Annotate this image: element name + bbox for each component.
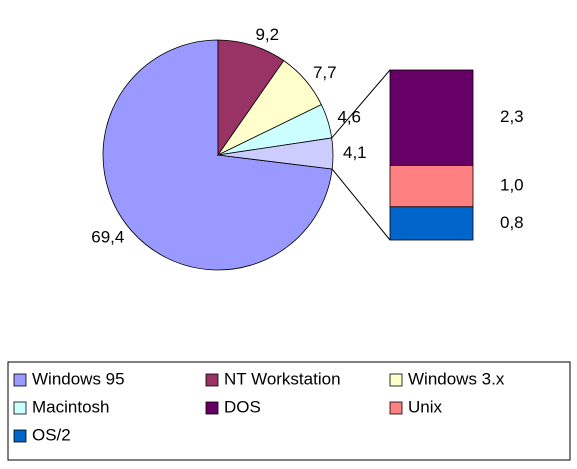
connector bbox=[331, 69, 391, 139]
value-label: 7,7 bbox=[313, 63, 337, 82]
legend-label: Windows 3.x bbox=[408, 369, 505, 388]
legend-swatch bbox=[205, 373, 219, 387]
value-label: 69,4 bbox=[91, 227, 124, 246]
value-label: 4,1 bbox=[343, 143, 367, 162]
legend-swatch bbox=[13, 429, 27, 443]
value-label: 2,3 bbox=[500, 107, 524, 126]
pie-slice bbox=[217, 137, 334, 170]
connector bbox=[331, 168, 391, 241]
legend-swatch bbox=[13, 373, 27, 387]
value-label: 1,0 bbox=[500, 176, 524, 195]
legend-label: Windows 95 bbox=[32, 369, 125, 388]
legend-label: OS/2 bbox=[32, 425, 71, 444]
legend-box bbox=[7, 361, 571, 461]
legend-swatch bbox=[205, 401, 219, 415]
value-label: 9,2 bbox=[255, 25, 279, 44]
legend-swatch bbox=[389, 401, 403, 415]
legend-label: DOS bbox=[224, 397, 261, 416]
bar-segment bbox=[389, 206, 474, 241]
legend-swatch bbox=[13, 401, 27, 415]
legend-label: Unix bbox=[408, 397, 443, 416]
legend-label: Macintosh bbox=[32, 397, 109, 416]
legend-label: NT Workstation bbox=[224, 369, 341, 388]
value-label: 0,8 bbox=[500, 213, 524, 232]
bar-segment bbox=[389, 69, 474, 166]
legend-swatch bbox=[389, 373, 403, 387]
bar-segment bbox=[389, 164, 474, 208]
